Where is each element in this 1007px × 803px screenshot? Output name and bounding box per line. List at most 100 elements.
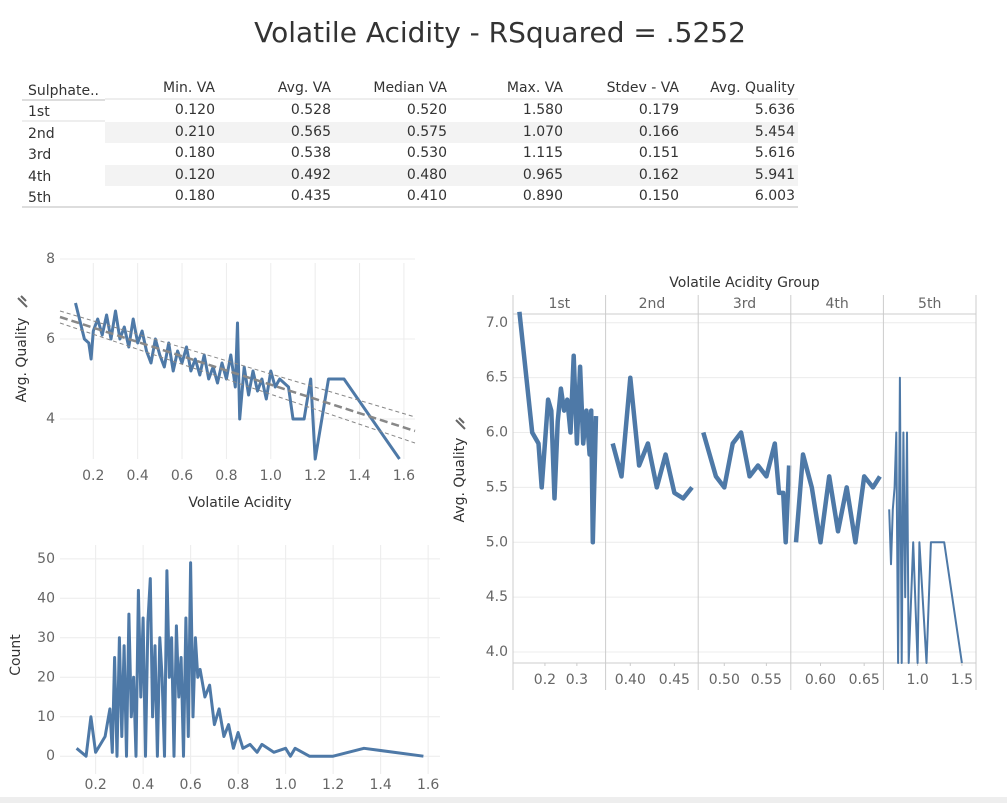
y-axis-label: Avg. Quality bbox=[14, 318, 30, 403]
y-tick-label: 8 bbox=[46, 251, 55, 267]
trend-line bbox=[59, 315, 416, 433]
y-tick-label: 4.0 bbox=[486, 644, 508, 660]
table-cell: 0.520 bbox=[407, 102, 447, 118]
y-tick-label: 6.5 bbox=[486, 370, 508, 386]
row-band bbox=[105, 165, 798, 186]
column-header: Sulphate.. bbox=[28, 83, 99, 99]
pin-icon bbox=[17, 295, 28, 308]
table-cell: 1st bbox=[28, 104, 50, 120]
x-tick-label: 0.6 bbox=[171, 468, 193, 484]
y-tick-label: 4 bbox=[46, 411, 55, 427]
footer-bar bbox=[0, 797, 1007, 803]
y-axis-label: Avg. Quality bbox=[452, 438, 468, 523]
quality-line bbox=[517, 311, 599, 545]
table-cell: 0.150 bbox=[639, 188, 679, 204]
x-tick-label: 1.6 bbox=[393, 468, 415, 484]
x-tick-label: 0.8 bbox=[215, 468, 237, 484]
y-tick-label: 20 bbox=[37, 669, 55, 685]
table-cell: 0.530 bbox=[407, 145, 447, 161]
row-band bbox=[105, 122, 798, 143]
trend-upper bbox=[59, 310, 416, 418]
column-header: Stdev - VA bbox=[607, 80, 680, 96]
quality-line bbox=[701, 430, 792, 545]
x-tick-label: 0.55 bbox=[751, 672, 782, 688]
x-tick-label: 1.2 bbox=[322, 777, 344, 793]
column-header: Median VA bbox=[373, 80, 447, 96]
table-cell: 1.070 bbox=[523, 124, 563, 140]
table-cell: 5.454 bbox=[755, 124, 795, 140]
x-tick-label: 0.40 bbox=[615, 672, 646, 688]
table-cell: 0.528 bbox=[291, 102, 331, 118]
table-cell: 3rd bbox=[28, 147, 51, 163]
column-header: Avg. Quality bbox=[710, 80, 795, 96]
data-line bbox=[74, 302, 401, 461]
column-header: Avg. VA bbox=[278, 80, 332, 96]
table-cell: 0.480 bbox=[407, 167, 447, 183]
x-tick-label: 1.0 bbox=[274, 777, 296, 793]
x-tick-label: 1.6 bbox=[417, 777, 439, 793]
table-cell: 5th bbox=[28, 190, 51, 206]
table-cell: 6.003 bbox=[755, 188, 795, 204]
table-cell: 2nd bbox=[28, 126, 55, 142]
panel-header: 3rd bbox=[733, 296, 756, 312]
x-tick-label: 0.2 bbox=[84, 777, 106, 793]
table-cell: 0.180 bbox=[175, 188, 215, 204]
table-cell: 0.180 bbox=[175, 145, 215, 161]
table-cell: 0.565 bbox=[291, 124, 331, 140]
x-tick-label: 0.2 bbox=[82, 468, 104, 484]
table-cell: 5.941 bbox=[755, 167, 795, 183]
data-line bbox=[75, 561, 424, 758]
table-cell: 1.115 bbox=[523, 145, 563, 161]
table-cell: 4th bbox=[28, 169, 51, 185]
table-cell: 0.965 bbox=[523, 167, 563, 183]
x-tick-label: 0.3 bbox=[566, 672, 588, 688]
table-cell: 0.410 bbox=[407, 188, 447, 204]
table-cell: 1.580 bbox=[523, 102, 563, 118]
table-cell: 0.166 bbox=[639, 124, 679, 140]
x-tick-label: 0.8 bbox=[227, 777, 249, 793]
panel-header: 4th bbox=[825, 296, 848, 312]
y-tick-label: 7.0 bbox=[486, 315, 508, 331]
y-tick-label: 10 bbox=[37, 709, 55, 725]
x-axis-label: Volatile Acidity bbox=[188, 495, 291, 511]
table-cell: 0.120 bbox=[175, 102, 215, 118]
table-cell: 0.179 bbox=[639, 102, 679, 118]
y-tick-label: 50 bbox=[37, 551, 55, 567]
x-tick-label: 1.0 bbox=[260, 468, 282, 484]
x-tick-label: 1.4 bbox=[369, 777, 391, 793]
x-tick-label: 1.2 bbox=[304, 468, 326, 484]
x-tick-label: 0.4 bbox=[132, 777, 154, 793]
panel-header: 5th bbox=[918, 296, 941, 312]
table-cell: 0.162 bbox=[639, 167, 679, 183]
y-tick-label: 5.5 bbox=[486, 479, 508, 495]
y-tick-label: 30 bbox=[37, 630, 55, 646]
table-cell: 5.636 bbox=[755, 102, 795, 118]
panel-header: 1st bbox=[548, 296, 570, 312]
y-tick-label: 5.0 bbox=[486, 534, 508, 550]
table-cell: 0.492 bbox=[291, 167, 331, 183]
dashboard-title: Volatile Acidity - RSquared = .5252 bbox=[254, 16, 746, 49]
x-tick-label: 0.6 bbox=[179, 777, 201, 793]
column-header: Min. VA bbox=[163, 80, 215, 96]
table-cell: 0.538 bbox=[291, 145, 331, 161]
x-tick-label: 1.5 bbox=[951, 672, 973, 688]
y-tick-label: 6 bbox=[46, 331, 55, 347]
x-tick-label: 0.60 bbox=[805, 672, 836, 688]
y-tick-label: 40 bbox=[37, 590, 55, 606]
x-tick-label: 0.4 bbox=[127, 468, 149, 484]
x-tick-label: 0.50 bbox=[709, 672, 740, 688]
x-tick-label: 0.45 bbox=[659, 672, 690, 688]
table-cell: 0.120 bbox=[175, 167, 215, 183]
x-tick-label: 0.65 bbox=[849, 672, 880, 688]
y-tick-label: 4.5 bbox=[486, 589, 508, 605]
quality-line bbox=[610, 375, 694, 501]
x-tick-label: 0.2 bbox=[534, 672, 556, 688]
table-cell: 0.890 bbox=[523, 188, 563, 204]
y-tick-label: 6.0 bbox=[486, 425, 508, 441]
quality-line bbox=[793, 452, 882, 545]
table-cell: 5.616 bbox=[755, 145, 795, 161]
quality-line bbox=[888, 376, 963, 664]
table-cell: 0.210 bbox=[175, 124, 215, 140]
table-cell: 0.151 bbox=[639, 145, 679, 161]
